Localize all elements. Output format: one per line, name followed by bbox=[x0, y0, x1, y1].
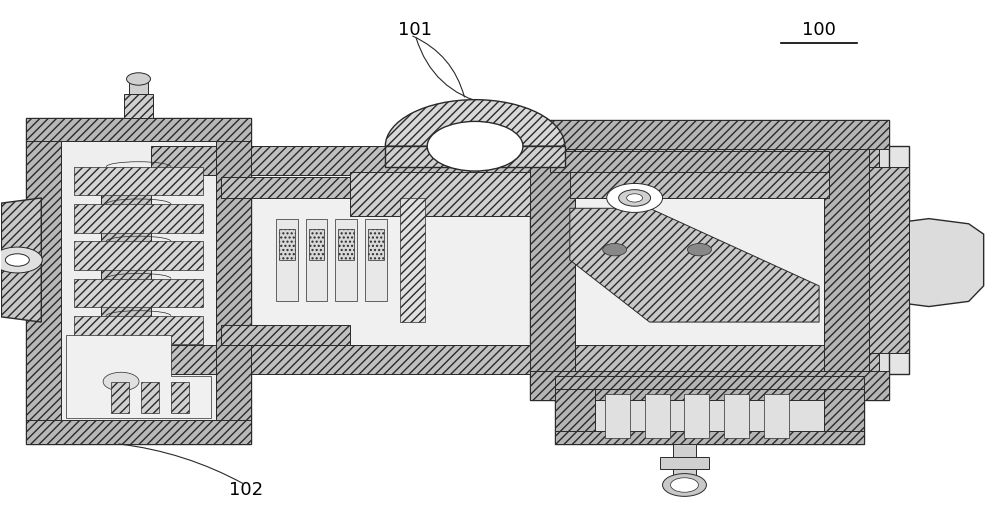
Bar bbox=[530, 149, 575, 371]
Bar bbox=[368, 229, 384, 260]
Circle shape bbox=[603, 243, 627, 256]
Polygon shape bbox=[74, 241, 203, 270]
Polygon shape bbox=[101, 146, 909, 374]
Bar bbox=[385, 146, 565, 167]
Bar bbox=[673, 444, 696, 483]
Bar bbox=[335, 218, 357, 302]
Polygon shape bbox=[1, 198, 41, 322]
Bar bbox=[764, 395, 789, 438]
Bar bbox=[306, 218, 327, 302]
Bar bbox=[530, 371, 889, 400]
Circle shape bbox=[103, 372, 139, 391]
Polygon shape bbox=[570, 209, 819, 322]
Bar bbox=[221, 177, 350, 198]
Bar bbox=[350, 172, 570, 216]
Bar bbox=[201, 175, 869, 345]
Bar bbox=[26, 420, 251, 444]
Circle shape bbox=[607, 184, 663, 212]
Bar bbox=[309, 229, 324, 260]
Polygon shape bbox=[74, 279, 203, 307]
Polygon shape bbox=[570, 172, 829, 198]
Polygon shape bbox=[74, 316, 203, 344]
Bar bbox=[101, 183, 151, 337]
Circle shape bbox=[619, 190, 651, 206]
Bar bbox=[530, 120, 889, 149]
Bar bbox=[555, 389, 595, 431]
Bar bbox=[129, 82, 148, 95]
Bar bbox=[724, 395, 749, 438]
Bar bbox=[151, 146, 879, 175]
Text: 100: 100 bbox=[802, 21, 836, 39]
Bar bbox=[221, 324, 350, 345]
Circle shape bbox=[687, 243, 711, 256]
Bar bbox=[530, 120, 889, 400]
Bar bbox=[1, 270, 36, 291]
Circle shape bbox=[671, 478, 698, 492]
Bar bbox=[26, 141, 61, 420]
Circle shape bbox=[127, 73, 150, 85]
Circle shape bbox=[663, 474, 706, 497]
Polygon shape bbox=[74, 167, 203, 196]
Circle shape bbox=[627, 194, 643, 202]
Bar bbox=[141, 382, 159, 412]
Polygon shape bbox=[66, 335, 211, 418]
Polygon shape bbox=[74, 204, 203, 232]
Bar bbox=[824, 389, 864, 431]
Wedge shape bbox=[385, 100, 565, 146]
Bar bbox=[684, 395, 709, 438]
Circle shape bbox=[427, 121, 523, 171]
Bar bbox=[824, 149, 869, 371]
Polygon shape bbox=[550, 151, 829, 172]
Bar bbox=[124, 95, 153, 118]
Bar bbox=[555, 371, 864, 444]
Bar bbox=[1, 229, 36, 250]
Bar bbox=[365, 218, 387, 302]
Bar bbox=[605, 395, 630, 438]
Text: 102: 102 bbox=[229, 481, 263, 499]
Bar bbox=[660, 457, 709, 470]
Bar bbox=[276, 218, 298, 302]
Bar bbox=[575, 149, 824, 371]
Bar bbox=[61, 141, 216, 420]
Bar bbox=[151, 345, 879, 374]
Bar bbox=[171, 382, 189, 412]
Bar bbox=[26, 118, 251, 444]
Bar bbox=[111, 382, 129, 412]
Bar bbox=[869, 167, 909, 353]
Polygon shape bbox=[1, 218, 26, 302]
Bar bbox=[279, 229, 295, 260]
Bar bbox=[216, 141, 251, 420]
Circle shape bbox=[0, 247, 42, 273]
Bar bbox=[555, 376, 864, 389]
Bar bbox=[338, 229, 354, 260]
Circle shape bbox=[5, 254, 29, 266]
Bar bbox=[645, 395, 670, 438]
Polygon shape bbox=[889, 218, 984, 307]
Bar bbox=[26, 118, 251, 141]
Bar bbox=[447, 162, 503, 213]
Text: 101: 101 bbox=[398, 21, 432, 39]
Bar bbox=[555, 431, 864, 444]
Bar bbox=[400, 198, 425, 322]
